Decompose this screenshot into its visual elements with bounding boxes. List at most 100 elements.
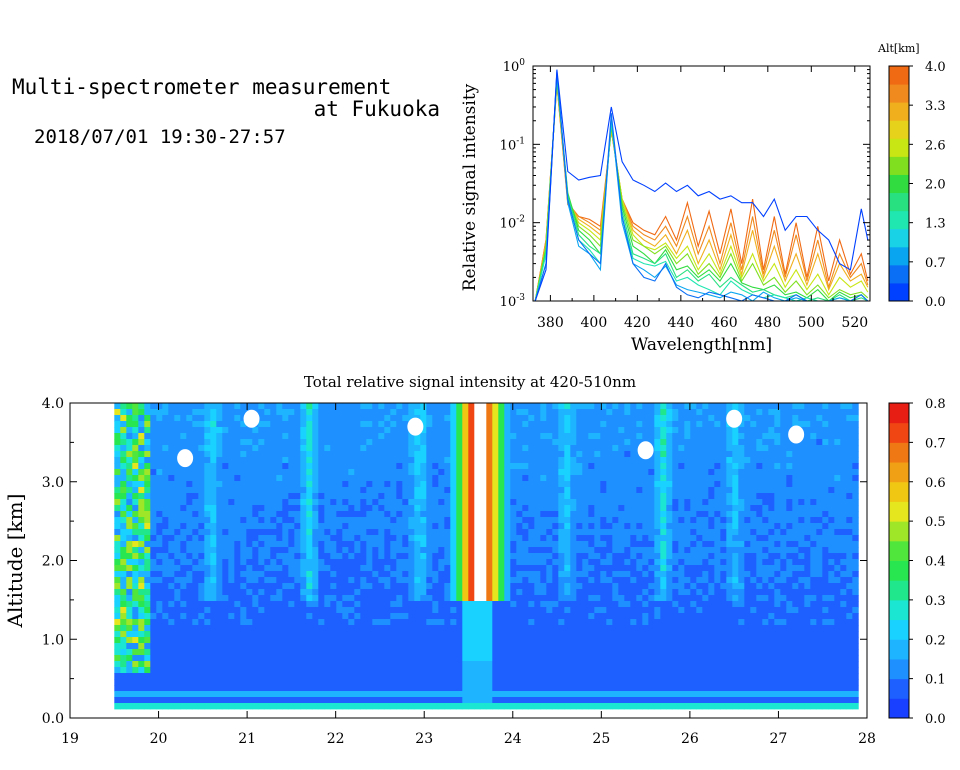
heatmap-cell [480,619,487,626]
heatmap-cell [810,475,817,482]
heatmap-cell [174,595,181,602]
heatmap-cell [600,625,607,632]
heatmap-cell [336,409,343,416]
heatmap-cell [828,433,835,440]
heatmap-cell [618,523,625,530]
heatmap-cell [378,517,385,524]
heatmap-cell [162,469,169,476]
heatmap-cell [534,505,541,512]
heatmap-cell [816,457,823,464]
heatmap-cell [450,481,457,488]
heatmap-cell [468,481,475,488]
heatmap-cell [516,595,523,602]
heatmap-cell [468,541,475,548]
heatmap-cell [222,577,229,584]
heatmap-cell [702,517,709,524]
heatmap-cell [150,637,157,644]
heatmap-cell [252,571,259,578]
heatmap-cell [738,559,745,566]
heatmap-cell [336,511,343,518]
heatmap-cell [378,577,385,584]
heatmap-cell [324,619,331,626]
heatmap-cell [186,637,193,644]
heatmap-cell [162,421,169,428]
heatmap-cell [714,601,721,608]
heatmap-cell [744,583,751,590]
heatmap-cell [168,481,175,488]
heatmap-cell [276,553,283,560]
heatmap-cell [330,445,337,452]
heatmap-cell [120,601,127,608]
heatmap-cell [714,499,721,506]
heatmap-cell [234,427,241,434]
heatmap-cell [732,499,739,506]
heatmap-cell [486,529,493,536]
heatmap-cell [408,601,415,608]
heatmap-cell [714,529,721,536]
heatmap-cell [462,487,469,494]
heatmap-cell [420,541,427,548]
heatmap-cell [132,421,139,428]
heatmap-cell [672,463,679,470]
heatmap-cell [816,493,823,500]
heatmap-cell [594,469,601,476]
heatmap-cell [348,631,355,638]
heatmap-cell [816,553,823,560]
heatmap-cell [684,487,691,494]
heatmap-cell [696,403,703,410]
heatmap-cell [546,601,553,608]
heatmap-cell [558,505,565,512]
heatmap-cell [498,481,505,488]
heatmap-cell [756,619,763,626]
heatmap-cell [648,571,655,578]
heatmap-cell [708,583,715,590]
heatmap-cell [258,529,265,536]
heatmap-cell [684,577,691,584]
heatmap-cell [708,559,715,566]
heatmap-cell [576,589,583,596]
heatmap-cell [300,529,307,536]
heatmap-cell [468,409,475,416]
heatmap-cell [144,559,151,566]
heatmap-cell [720,457,727,464]
heatmap-cell [378,601,385,608]
heatmap-cell [432,451,439,458]
heatmap-cell [306,577,313,584]
heatmap-cell [426,409,433,416]
heatmap-cell [132,595,139,602]
heatmap-cell [774,589,781,596]
alt-colorbar-segment [889,228,909,248]
heatmap-cell [498,523,505,530]
heatmap-cell [762,613,769,620]
heatmap-cell [744,457,751,464]
heatmap-cell [816,607,823,614]
heatmap-cell [222,427,229,434]
heatmap-cell [618,409,625,416]
heatmap-cell [204,517,211,524]
heatmap-cell [396,553,403,560]
heatmap-cell [210,445,217,452]
heatmap-cell [786,541,793,548]
heatmap-cell [120,493,127,500]
heatmap-cell [324,595,331,602]
heatmap-cell [420,493,427,500]
heatmap-cell [366,487,373,494]
heatmap-cell [534,607,541,614]
heatmap-cell [714,583,721,590]
heatmap-cell [504,451,511,458]
heatmap-cell [288,415,295,422]
heatmap-cell [816,421,823,428]
heatmap-cell [780,505,787,512]
heatmap-cell [192,469,199,476]
heatmap-cell [168,583,175,590]
heatmap-cell [384,403,391,410]
heatmap-cell [798,505,805,512]
heatmap-cell [246,469,253,476]
heatmap-cell [132,565,139,572]
heatmap-cell [366,619,373,626]
heatmap-cell [708,535,715,542]
heatmap-cell [282,535,289,542]
heatmap-cell [348,415,355,422]
heatmap-cell [354,445,361,452]
heatmap-cell [234,613,241,620]
